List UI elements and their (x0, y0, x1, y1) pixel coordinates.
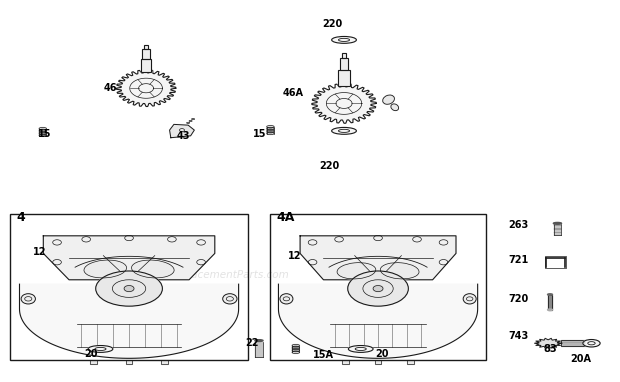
Bar (342, 53, 347, 58)
Polygon shape (43, 236, 215, 280)
Bar (547, 295, 552, 310)
Bar (547, 295, 552, 310)
Ellipse shape (547, 309, 552, 311)
Ellipse shape (280, 294, 293, 304)
Ellipse shape (267, 131, 274, 133)
Ellipse shape (383, 95, 394, 104)
Bar (90, 360, 97, 364)
Text: 15: 15 (253, 129, 267, 139)
Ellipse shape (292, 351, 299, 353)
Bar (375, 360, 381, 364)
Bar (161, 360, 169, 364)
Bar (340, 58, 348, 70)
Bar (407, 360, 414, 364)
Circle shape (373, 285, 383, 291)
Ellipse shape (39, 134, 46, 137)
Bar (141, 59, 151, 72)
Polygon shape (117, 70, 175, 107)
Ellipse shape (348, 346, 373, 352)
Bar (342, 53, 347, 58)
Text: 721: 721 (508, 254, 528, 264)
Ellipse shape (348, 271, 409, 306)
Bar (10, 214, 248, 360)
Bar (144, 45, 148, 49)
Text: 15A: 15A (313, 350, 334, 360)
Bar (143, 49, 150, 59)
Text: ReplacementParts.com: ReplacementParts.com (169, 270, 290, 280)
Ellipse shape (255, 340, 263, 342)
Bar (339, 70, 350, 86)
Bar (90, 360, 97, 364)
Text: 4A: 4A (276, 211, 294, 224)
Ellipse shape (39, 133, 46, 135)
Text: 20A: 20A (570, 354, 591, 364)
Bar (342, 360, 349, 364)
Text: 20: 20 (84, 348, 98, 359)
Bar (161, 360, 169, 364)
Text: 20: 20 (375, 348, 389, 359)
Text: 220: 220 (319, 161, 340, 171)
Ellipse shape (39, 129, 46, 131)
Ellipse shape (21, 294, 35, 304)
Ellipse shape (547, 294, 552, 295)
Text: 46: 46 (104, 83, 117, 93)
Text: 720: 720 (508, 295, 528, 304)
Text: 15: 15 (38, 129, 51, 139)
Text: 83: 83 (544, 344, 557, 354)
Bar (342, 360, 349, 364)
Text: 43: 43 (177, 131, 190, 141)
Bar (126, 360, 132, 364)
Ellipse shape (39, 131, 46, 133)
Ellipse shape (391, 104, 399, 111)
Bar (141, 59, 151, 72)
Circle shape (124, 285, 134, 291)
Ellipse shape (131, 260, 174, 278)
Bar (143, 49, 150, 59)
Text: 743: 743 (508, 331, 528, 341)
Ellipse shape (267, 127, 274, 129)
Polygon shape (534, 338, 562, 348)
Polygon shape (300, 236, 456, 280)
Text: 4: 4 (16, 211, 25, 224)
Bar (270, 214, 486, 360)
Polygon shape (312, 84, 376, 123)
Ellipse shape (292, 350, 299, 352)
Ellipse shape (292, 346, 299, 348)
Ellipse shape (292, 348, 299, 350)
Text: 220: 220 (322, 19, 343, 29)
Bar (126, 360, 132, 364)
Bar (560, 340, 587, 346)
Ellipse shape (583, 340, 600, 347)
Bar (340, 58, 348, 70)
Bar (560, 340, 587, 346)
Polygon shape (278, 284, 477, 358)
Ellipse shape (39, 128, 46, 130)
Ellipse shape (95, 271, 162, 306)
Ellipse shape (554, 222, 562, 224)
Text: 46A: 46A (283, 88, 304, 98)
Polygon shape (170, 125, 194, 138)
Bar (375, 360, 381, 364)
Ellipse shape (292, 345, 299, 347)
Text: 22: 22 (245, 338, 259, 348)
Text: 12: 12 (33, 247, 46, 257)
Ellipse shape (463, 294, 476, 304)
Polygon shape (19, 284, 239, 358)
Bar (144, 45, 148, 49)
Ellipse shape (332, 36, 356, 43)
Ellipse shape (332, 128, 356, 134)
Ellipse shape (267, 129, 274, 131)
Ellipse shape (267, 126, 274, 128)
Ellipse shape (337, 263, 376, 279)
Ellipse shape (380, 263, 419, 279)
Ellipse shape (267, 133, 274, 135)
Ellipse shape (84, 260, 126, 278)
Bar (407, 360, 414, 364)
Text: 12: 12 (288, 251, 302, 261)
Ellipse shape (88, 346, 113, 352)
Text: 263: 263 (508, 220, 528, 230)
Bar (545, 256, 566, 268)
Bar (339, 70, 350, 86)
Ellipse shape (223, 294, 237, 304)
